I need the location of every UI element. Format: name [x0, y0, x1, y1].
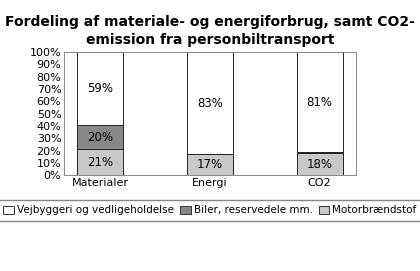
Text: 59%: 59% [87, 82, 113, 95]
Text: 18%: 18% [307, 158, 333, 171]
Text: 17%: 17% [197, 158, 223, 171]
Bar [77, 52, 123, 125]
Text: 83%: 83% [197, 97, 223, 110]
Bar [297, 153, 343, 175]
Bar [187, 154, 233, 175]
Legend: Vejbyggeri og vedligeholdelse, Biler, reservedele mm., Motorbrændstof: Vejbyggeri og vedligeholdelse, Biler, re… [0, 200, 420, 221]
Text: 81%: 81% [307, 96, 333, 109]
Bar [187, 52, 233, 154]
Title: Fordeling af materiale- og energiforbrug, samt CO2-
emission fra personbiltransp: Fordeling af materiale- og energiforbrug… [5, 15, 415, 47]
Bar [297, 52, 343, 152]
Bar [297, 152, 343, 153]
Text: 20%: 20% [87, 131, 113, 144]
Text: 21%: 21% [87, 156, 113, 169]
Bar [77, 125, 123, 149]
Bar [77, 149, 123, 175]
